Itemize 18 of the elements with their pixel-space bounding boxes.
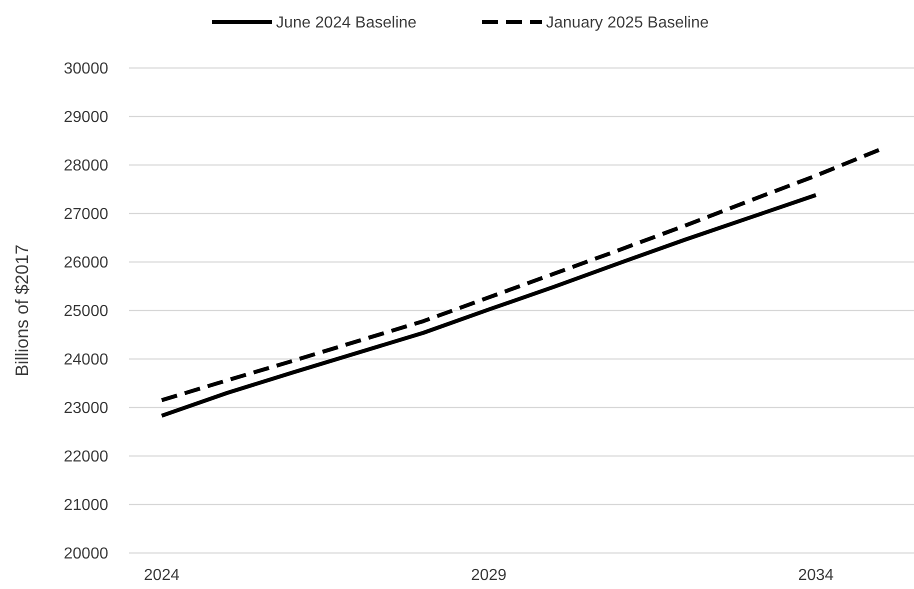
- y-axis-title: Billions of $2017: [12, 244, 32, 377]
- y-tick-label: 22000: [64, 448, 108, 466]
- line-series: [160, 193, 818, 418]
- x-tick-label: 2034: [798, 567, 834, 584]
- y-tick-label: 23000: [64, 400, 108, 418]
- y-tick-label: 20000: [64, 546, 108, 563]
- x-tick-label: 2024: [144, 567, 180, 584]
- legend-label: June 2024 Baseline: [276, 14, 417, 32]
- y-tick-label: 30000: [64, 60, 108, 78]
- y-tick-label: 29000: [64, 109, 108, 126]
- x-tick-label: 2029: [470, 567, 507, 584]
- y-tick-label: 28000: [64, 158, 108, 175]
- y-tick-label: 26000: [64, 254, 108, 272]
- y-tick-label: 25000: [64, 303, 108, 320]
- y-tick-label: 24000: [64, 352, 108, 369]
- y-tick-label: 21000: [64, 497, 108, 514]
- y-tick-label: 27000: [64, 206, 108, 224]
- legend-label: January 2025 Baseline: [546, 14, 709, 32]
